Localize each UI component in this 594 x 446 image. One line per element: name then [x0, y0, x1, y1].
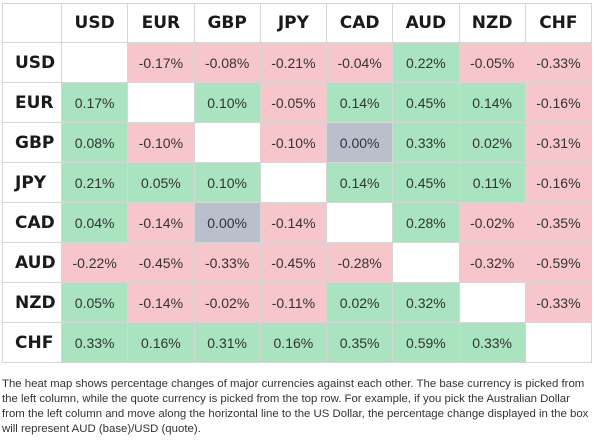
column-header: USD: [60, 3, 129, 43]
column-header: CAD: [325, 3, 394, 43]
heatmap-cell[interactable]: -0.02%: [193, 282, 261, 323]
header-row: USD EUR GBP JPY CAD AUD NZD CHF: [2, 3, 593, 43]
heatmap-cell[interactable]: 0.10%: [193, 82, 261, 123]
corner-cell: [2, 3, 62, 43]
heatmap-caption: The heat map shows percentage changes of…: [2, 378, 589, 435]
table-row: GBP 0.08% -0.10% -0.10% 0.00% 0.33% 0.02…: [2, 122, 593, 163]
heatmap-cell[interactable]: -0.32%: [458, 242, 526, 283]
heatmap-cell[interactable]: [524, 322, 593, 363]
heatmap-cell[interactable]: 0.02%: [325, 282, 394, 323]
heatmap-cell[interactable]: 0.05%: [127, 162, 195, 203]
heatmap-cell[interactable]: [458, 282, 526, 323]
heatmap-cell[interactable]: 0.35%: [325, 322, 394, 363]
heatmap-cell[interactable]: -0.21%: [259, 42, 328, 83]
heatmap-cell[interactable]: -0.14%: [127, 202, 195, 243]
column-header: NZD: [458, 3, 526, 43]
heatmap-cell[interactable]: -0.05%: [458, 42, 526, 83]
row-header: GBP: [2, 122, 62, 163]
heatmap-cell[interactable]: -0.04%: [325, 42, 394, 83]
heatmap-cell[interactable]: [325, 202, 394, 243]
heatmap-cell[interactable]: -0.08%: [193, 42, 261, 83]
heatmap-cell[interactable]: -0.16%: [524, 162, 593, 203]
heatmap-cell[interactable]: -0.59%: [524, 242, 593, 283]
row-header: USD: [2, 42, 62, 83]
heatmap-cell[interactable]: [60, 42, 129, 83]
table-row: CHF 0.33% 0.16% 0.31% 0.16% 0.35% 0.59% …: [2, 322, 593, 363]
heatmap-cell[interactable]: -0.33%: [524, 42, 593, 83]
table-row: NZD 0.05% -0.14% -0.02% -0.11% 0.02% 0.3…: [2, 282, 593, 323]
heatmap-cell[interactable]: -0.28%: [325, 242, 394, 283]
heatmap-cell[interactable]: [193, 122, 261, 163]
heatmap-cell[interactable]: -0.02%: [458, 202, 526, 243]
heatmap-cell[interactable]: 0.10%: [193, 162, 261, 203]
heatmap-cell[interactable]: -0.17%: [127, 42, 195, 83]
currency-heatmap: USD EUR GBP JPY CAD AUD NZD CHF USD -0.1…: [2, 3, 593, 363]
table-row: EUR 0.17% 0.10% -0.05% 0.14% 0.45% 0.14%…: [2, 82, 593, 123]
heatmap-cell[interactable]: 0.04%: [60, 202, 129, 243]
heatmap-cell[interactable]: -0.35%: [524, 202, 593, 243]
heatmap-cell[interactable]: 0.00%: [325, 122, 394, 163]
table-row: USD -0.17% -0.08% -0.21% -0.04% 0.22% -0…: [2, 42, 593, 83]
heatmap-cell[interactable]: 0.17%: [60, 82, 129, 123]
heatmap-cell[interactable]: -0.22%: [60, 242, 129, 283]
column-header: EUR: [127, 3, 195, 43]
heatmap-cell[interactable]: -0.14%: [127, 282, 195, 323]
heatmap-cell[interactable]: -0.14%: [259, 202, 328, 243]
column-header: GBP: [193, 3, 261, 43]
heatmap-cell[interactable]: 0.59%: [392, 322, 460, 363]
heatmap-cell[interactable]: -0.10%: [127, 122, 195, 163]
heatmap-cell[interactable]: 0.33%: [392, 122, 460, 163]
heatmap-cell[interactable]: -0.33%: [524, 282, 593, 323]
heatmap-cell[interactable]: -0.05%: [259, 82, 328, 123]
heatmap-cell[interactable]: -0.31%: [524, 122, 593, 163]
table-row: CAD 0.04% -0.14% 0.00% -0.14% 0.28% -0.0…: [2, 202, 593, 243]
heatmap-cell[interactable]: 0.14%: [325, 162, 394, 203]
heatmap-cell[interactable]: 0.33%: [458, 322, 526, 363]
table-row: JPY 0.21% 0.05% 0.10% 0.14% 0.45% 0.11% …: [2, 162, 593, 203]
column-header: JPY: [259, 3, 328, 43]
heatmap-cell[interactable]: 0.11%: [458, 162, 526, 203]
heatmap-cell[interactable]: -0.11%: [259, 282, 328, 323]
row-header: CHF: [2, 322, 62, 363]
heatmap-cell[interactable]: 0.45%: [392, 162, 460, 203]
heatmap-cell[interactable]: 0.31%: [193, 322, 261, 363]
heatmap-cell[interactable]: 0.33%: [60, 322, 129, 363]
row-header: NZD: [2, 282, 62, 323]
heatmap-cell[interactable]: 0.02%: [458, 122, 526, 163]
column-header: CHF: [524, 3, 593, 43]
heatmap-cell[interactable]: 0.21%: [60, 162, 129, 203]
column-header: AUD: [392, 3, 460, 43]
heatmap-cell[interactable]: 0.28%: [392, 202, 460, 243]
heatmap-cell[interactable]: 0.32%: [392, 282, 460, 323]
heatmap-cell[interactable]: 0.16%: [127, 322, 195, 363]
row-header: CAD: [2, 202, 62, 243]
heatmap-cell[interactable]: 0.08%: [60, 122, 129, 163]
row-header: JPY: [2, 162, 62, 203]
heatmap-cell[interactable]: 0.14%: [325, 82, 394, 123]
heatmap-cell[interactable]: 0.45%: [392, 82, 460, 123]
heatmap-cell[interactable]: -0.10%: [259, 122, 328, 163]
heatmap-cell[interactable]: -0.33%: [193, 242, 261, 283]
heatmap-cell[interactable]: 0.16%: [259, 322, 328, 363]
row-header: EUR: [2, 82, 62, 123]
heatmap-cell[interactable]: -0.45%: [259, 242, 328, 283]
row-header: AUD: [2, 242, 62, 283]
heatmap-cell[interactable]: [127, 82, 195, 123]
heatmap-cell[interactable]: 0.00%: [193, 202, 261, 243]
heatmap-cell[interactable]: 0.05%: [60, 282, 129, 323]
heatmap-cell[interactable]: [392, 242, 460, 283]
heatmap-cell[interactable]: [259, 162, 328, 203]
heatmap-cell[interactable]: 0.22%: [392, 42, 460, 83]
heatmap-cell[interactable]: 0.14%: [458, 82, 526, 123]
table-row: AUD -0.22% -0.45% -0.33% -0.45% -0.28% -…: [2, 242, 593, 283]
heatmap-cell[interactable]: -0.16%: [524, 82, 593, 123]
heatmap-cell[interactable]: -0.45%: [127, 242, 195, 283]
